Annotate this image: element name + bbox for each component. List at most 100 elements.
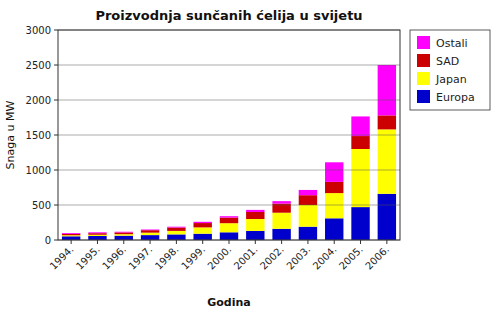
x-tick-label: 2003. bbox=[284, 244, 312, 272]
x-tick bbox=[123, 240, 124, 244]
bar bbox=[193, 223, 211, 227]
grid-line bbox=[58, 65, 400, 66]
bar bbox=[62, 235, 80, 236]
plot-frame bbox=[58, 30, 400, 240]
bar bbox=[88, 235, 106, 236]
legend-swatch bbox=[417, 72, 430, 85]
bar bbox=[325, 182, 343, 193]
x-tick bbox=[334, 240, 335, 244]
x-tick bbox=[229, 240, 230, 244]
x-tick bbox=[255, 240, 256, 244]
bar bbox=[167, 226, 185, 228]
bar bbox=[325, 162, 343, 182]
x-tick bbox=[386, 240, 387, 244]
bar bbox=[115, 232, 133, 234]
x-tick bbox=[202, 240, 203, 244]
legend-swatch bbox=[417, 54, 430, 67]
x-tick-label: 1997. bbox=[126, 244, 154, 272]
bar bbox=[351, 207, 369, 240]
bar bbox=[220, 232, 238, 240]
x-tick bbox=[97, 240, 98, 244]
bar bbox=[272, 229, 290, 240]
bar bbox=[141, 229, 159, 231]
y-tick bbox=[54, 100, 58, 101]
bar bbox=[351, 136, 369, 149]
x-tick-label: 2006. bbox=[363, 244, 391, 272]
bar bbox=[141, 235, 159, 240]
bar bbox=[246, 231, 264, 240]
y-tick-label: 2000 bbox=[26, 95, 51, 106]
bar bbox=[115, 236, 133, 240]
x-tick-label: 1995. bbox=[74, 244, 102, 272]
bar bbox=[299, 195, 317, 205]
bar bbox=[351, 116, 369, 136]
bar bbox=[62, 236, 80, 240]
legend-label: Europa bbox=[436, 91, 475, 104]
plot-background bbox=[58, 30, 400, 240]
bar bbox=[246, 212, 264, 219]
y-tick-label: 2500 bbox=[26, 60, 51, 71]
y-tick-label: 3000 bbox=[26, 25, 51, 36]
grid-line bbox=[58, 205, 400, 206]
x-axis-label: Godina bbox=[207, 296, 250, 309]
legend: OstaliSADJapanEuropa bbox=[410, 30, 490, 110]
bar bbox=[220, 223, 238, 232]
bar bbox=[325, 218, 343, 240]
legend-frame bbox=[410, 30, 490, 110]
bar bbox=[272, 201, 290, 203]
bar bbox=[378, 194, 396, 240]
x-tick bbox=[281, 240, 282, 244]
y-tick bbox=[54, 240, 58, 241]
bar bbox=[167, 234, 185, 240]
y-tick bbox=[54, 30, 58, 31]
bar bbox=[351, 149, 369, 207]
bar bbox=[378, 65, 396, 115]
x-tick-label: 2002. bbox=[258, 244, 286, 272]
bar bbox=[193, 227, 211, 233]
x-tick-label: 2000. bbox=[205, 244, 233, 272]
x-tick-label: 2004. bbox=[311, 244, 339, 272]
y-tick-label: 500 bbox=[32, 200, 51, 211]
bar bbox=[193, 234, 211, 240]
legend-label: SAD bbox=[436, 55, 459, 68]
bar bbox=[299, 227, 317, 240]
bar bbox=[167, 231, 185, 235]
bar bbox=[62, 233, 80, 235]
x-tick bbox=[150, 240, 151, 244]
x-tick bbox=[176, 240, 177, 244]
x-tick-label: 1998. bbox=[153, 244, 181, 272]
x-tick bbox=[307, 240, 308, 244]
bar bbox=[246, 210, 264, 212]
x-tick-label: 2005. bbox=[337, 244, 365, 272]
x-tick-label: 2001. bbox=[232, 244, 260, 272]
bar bbox=[246, 219, 264, 231]
y-tick bbox=[54, 170, 58, 171]
x-tick bbox=[71, 240, 72, 244]
y-tick-label: 1500 bbox=[26, 130, 51, 141]
legend-swatch bbox=[417, 90, 430, 103]
bar bbox=[88, 233, 106, 235]
x-tick-label: 1996. bbox=[100, 244, 128, 272]
bar bbox=[325, 193, 343, 218]
bar bbox=[378, 129, 396, 193]
bar bbox=[299, 190, 317, 195]
bar bbox=[115, 234, 133, 235]
x-tick bbox=[360, 240, 361, 244]
y-tick bbox=[54, 135, 58, 136]
grid-line bbox=[58, 170, 400, 171]
bar bbox=[115, 231, 133, 233]
title: Proizvodnja sunčanih ćelija u svijetu bbox=[95, 8, 362, 23]
bar bbox=[88, 236, 106, 240]
y-tick bbox=[54, 205, 58, 206]
bar bbox=[62, 234, 80, 235]
bar bbox=[141, 233, 159, 235]
legend-label: Ostali bbox=[436, 37, 468, 50]
bar bbox=[167, 228, 185, 231]
y-axis-label: Snaga u MW bbox=[4, 101, 17, 170]
bar bbox=[299, 205, 317, 227]
bar bbox=[272, 213, 290, 229]
bar bbox=[88, 232, 106, 234]
bar bbox=[141, 230, 159, 232]
chart: 0500100015002000250030001994.1995.1996.1… bbox=[0, 0, 500, 320]
bar bbox=[193, 222, 211, 223]
